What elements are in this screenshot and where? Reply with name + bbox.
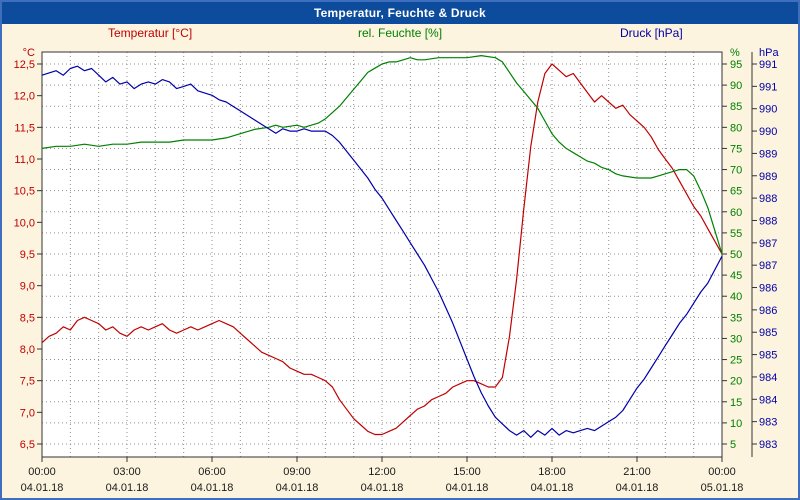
pressure-tick-label: 989 [759, 148, 777, 160]
humidity-tick-label: 90 [730, 80, 742, 92]
pressure-tick-label: 990 [759, 104, 777, 116]
legend-temperature: Temperatur [°C] [108, 26, 193, 40]
humidity-tick-label: 10 [730, 418, 742, 430]
humidity-axis-unit: % [730, 47, 740, 59]
humidity-tick-label: 70 [730, 165, 742, 177]
pressure-tick-label: 985 [759, 350, 777, 362]
humidity-tick-label: 20 [730, 376, 742, 388]
humidity-tick-label: 75 [730, 143, 742, 155]
date-tick-label: 05.01.18 [701, 482, 744, 494]
time-tick-label: 09:00 [283, 466, 311, 478]
humidity-tick-label: 50 [730, 249, 742, 261]
legend-humidity: rel. Feuchte [%] [358, 26, 443, 40]
pressure-tick-label: 989 [759, 171, 777, 183]
time-tick-label: 00:00 [28, 466, 56, 478]
humidity-tick-label: 40 [730, 291, 742, 303]
humidity-tick-label: 95 [730, 59, 742, 71]
temp-tick-label: 7,0 [20, 407, 35, 419]
temp-axis-unit: °C [23, 47, 35, 59]
date-tick-label: 04.01.18 [191, 482, 234, 494]
pressure-tick-label: 986 [759, 305, 777, 317]
humidity-tick-label: 65 [730, 186, 742, 198]
date-tick-label: 04.01.18 [106, 482, 149, 494]
humidity-tick-label: 35 [730, 312, 742, 324]
chart-canvas: 12,5 12,0 11,5 11,0 10,5 10,0 9,5 9,0 8,5 8,0 7,5 7… [14, 47, 780, 494]
date-tick-label: 04.01.18 [276, 482, 319, 494]
pressure-tick-label: 984 [759, 394, 777, 406]
time-tick-label: 06:00 [198, 466, 226, 478]
pressure-tick-label: 991 [759, 81, 777, 93]
temp-tick-label: 12,5 [14, 59, 35, 71]
humidity-tick-label: 60 [730, 207, 742, 219]
time-tick-label: 15:00 [453, 466, 481, 478]
humidity-tick-label: 45 [730, 270, 742, 282]
temp-tick-label: 8,0 [20, 344, 35, 356]
pressure-tick-label: 988 [759, 215, 777, 227]
pressure-tick-label: 991 [759, 59, 777, 71]
humidity-tick-label: 5 [730, 439, 736, 451]
time-tick-label: 21:00 [623, 466, 651, 478]
pressure-tick-label: 983 [759, 417, 777, 429]
time-tick-label: 00:00 [708, 466, 736, 478]
temp-tick-label: 9,0 [20, 281, 35, 293]
pressure-tick-label: 984 [759, 372, 777, 384]
series-line-rel-feuchte [41, 55, 723, 255]
time-tick-label: 03:00 [113, 466, 141, 478]
humidity-tick-label: 55 [730, 228, 742, 240]
temp-tick-label: 10,5 [14, 186, 35, 198]
humidity-tick-label: 30 [730, 333, 742, 345]
date-tick-label: 04.01.18 [531, 482, 574, 494]
date-tick-label: 04.01.18 [446, 482, 489, 494]
time-tick-label: 12:00 [368, 466, 396, 478]
pressure-axis-unit: hPa [759, 47, 779, 59]
temp-tick-label: 6,5 [20, 439, 35, 451]
pressure-tick-label: 988 [759, 193, 777, 205]
series-legend: Temperatur [°C] rel. Feuchte [%] Druck [… [2, 24, 798, 42]
temp-tick-label: 11,0 [14, 154, 35, 166]
pressure-tick-label: 990 [759, 126, 777, 138]
date-tick-label: 04.01.18 [21, 482, 64, 494]
pressure-tick-label: 986 [759, 283, 777, 295]
temp-tick-label: 9,5 [20, 249, 35, 261]
pressure-tick-label: 987 [759, 260, 777, 272]
pressure-tick-label: 985 [759, 327, 777, 339]
series-line-druck [41, 65, 723, 438]
temp-tick-label: 8,5 [20, 312, 35, 324]
pressure-tick-label: 987 [759, 238, 777, 250]
date-tick-label: 04.01.18 [361, 482, 404, 494]
temp-tick-label: 11,5 [14, 122, 35, 134]
temp-tick-label: 7,5 [20, 376, 35, 388]
pressure-tick-label: 983 [759, 439, 777, 451]
legend-pressure: Druck [hPa] [620, 26, 683, 40]
series-line-temperatur [41, 63, 723, 436]
temp-tick-label: 10,0 [14, 217, 35, 229]
humidity-tick-label: 80 [730, 122, 742, 134]
humidity-tick-label: 25 [730, 355, 742, 367]
time-tick-label: 18:00 [538, 466, 566, 478]
window-title: Temperatur, Feuchte & Druck [2, 2, 798, 24]
date-tick-label: 04.01.18 [616, 482, 659, 494]
humidity-tick-label: 85 [730, 101, 742, 113]
temp-tick-label: 12,0 [14, 91, 35, 103]
humidity-tick-label: 15 [730, 397, 742, 409]
